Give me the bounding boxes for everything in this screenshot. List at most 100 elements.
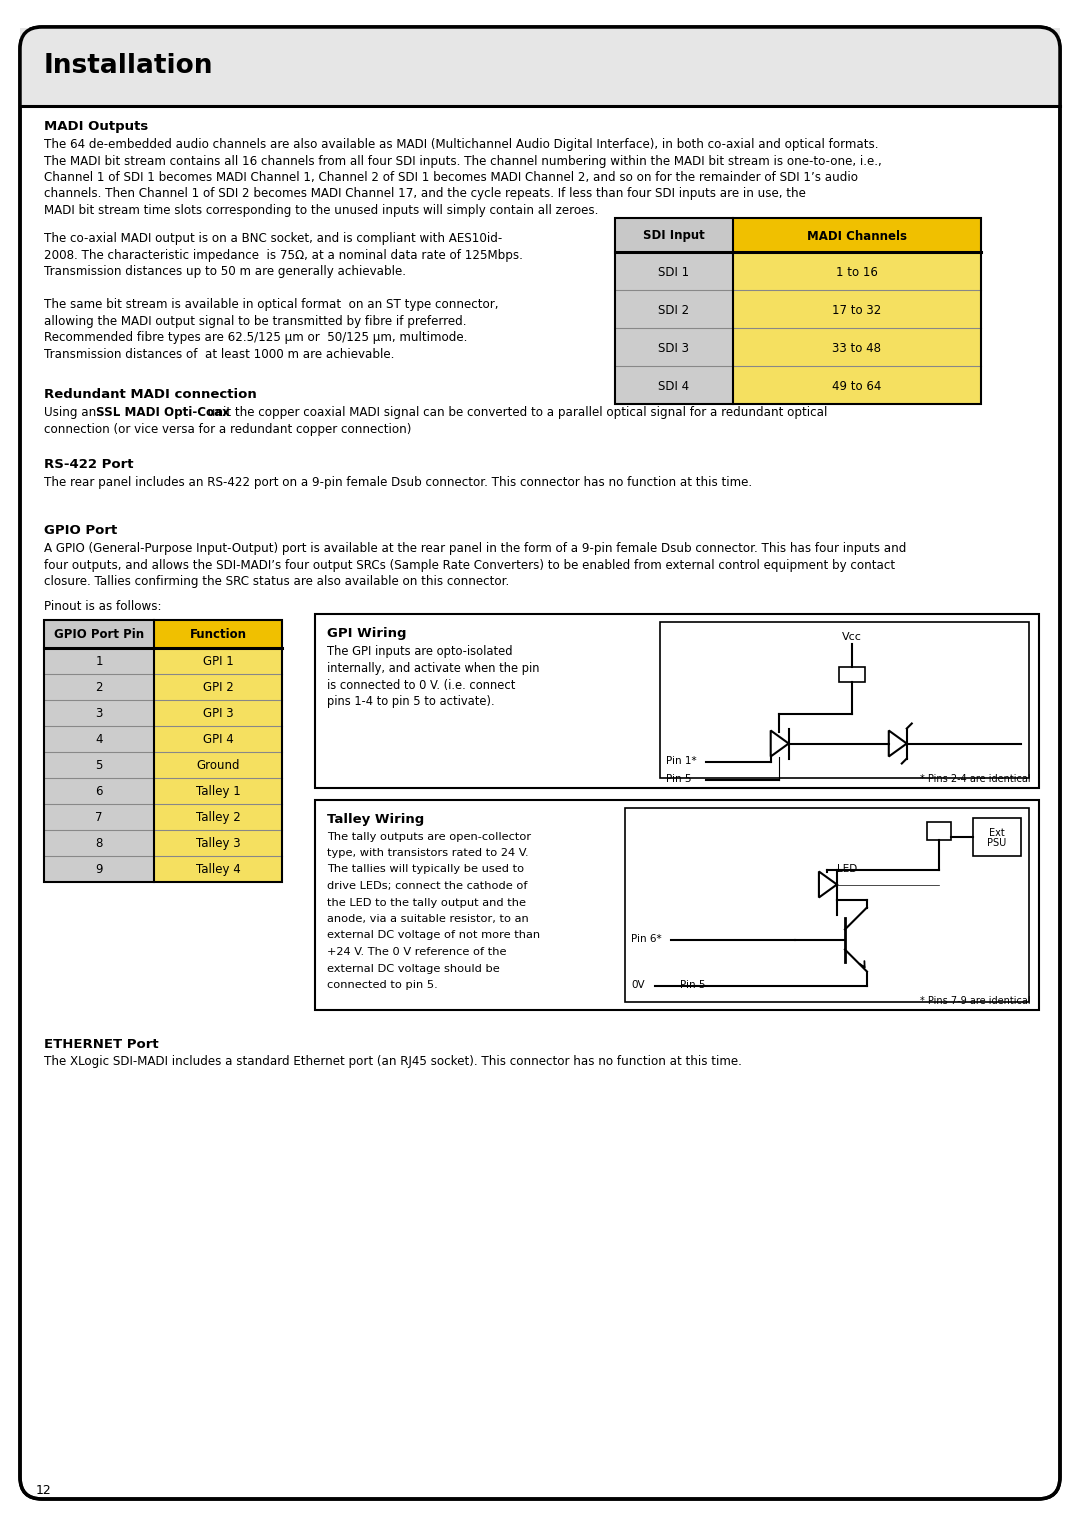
Bar	[44, 751, 154, 777]
Text: Ext: Ext	[989, 828, 1004, 837]
Text: connection (or vice versa for a redundant copper connection): connection (or vice versa for a redundan…	[44, 423, 411, 435]
Bar	[154, 647, 282, 673]
Bar	[154, 803, 282, 829]
Text: 4: 4	[95, 733, 103, 747]
Text: MADI bit stream time slots corresponding to the unused inputs will simply contai: MADI bit stream time slots corresponding…	[44, 205, 598, 217]
Text: MADI Channels: MADI Channels	[807, 229, 907, 243]
Text: drive LEDs; connect the cathode of: drive LEDs; connect the cathode of	[327, 881, 527, 890]
Bar	[154, 673, 282, 699]
Text: The tallies will typically be used to: The tallies will typically be used to	[327, 864, 524, 875]
Bar	[315, 800, 1039, 1009]
Text: The MADI bit stream contains all 16 channels from all four SDI inputs. The chann: The MADI bit stream contains all 16 chan…	[44, 154, 881, 168]
Text: The rear panel includes an RS-422 port on a 9-pin female Dsub connector. This co: The rear panel includes an RS-422 port o…	[44, 476, 752, 489]
Text: Ground: Ground	[197, 759, 240, 773]
Text: 3: 3	[95, 707, 103, 721]
Text: Using an: Using an	[44, 406, 100, 418]
Bar	[615, 252, 733, 290]
Text: type, with transistors rated to 24 V.: type, with transistors rated to 24 V.	[327, 847, 528, 858]
Text: Vcc: Vcc	[842, 632, 862, 641]
Text: Transmission distances of  at least 1000 m are achievable.: Transmission distances of at least 1000 …	[44, 348, 394, 360]
Text: Pin 5: Pin 5	[666, 774, 691, 785]
Text: The co-axial MADI output is on a BNC socket, and is compliant with AES10id-: The co-axial MADI output is on a BNC soc…	[44, 232, 502, 244]
Bar	[154, 751, 282, 777]
Text: 2: 2	[95, 681, 103, 693]
Text: The same bit stream is available in optical format  on an ST type connector,: The same bit stream is available in opti…	[44, 298, 499, 312]
Text: 7: 7	[95, 811, 103, 825]
Bar	[615, 290, 733, 328]
Text: GPIO Port Pin: GPIO Port Pin	[54, 628, 144, 641]
Text: the LED to the tally output and the: the LED to the tally output and the	[327, 898, 526, 907]
Bar	[154, 855, 282, 881]
Text: PSU: PSU	[987, 837, 1007, 847]
Text: +24 V. The 0 V reference of the: +24 V. The 0 V reference of the	[327, 947, 507, 957]
Text: * Pins 2-4 are identical: * Pins 2-4 are identical	[920, 774, 1031, 785]
Text: 12: 12	[36, 1484, 52, 1496]
Bar	[44, 699, 154, 725]
Bar	[154, 777, 282, 803]
Text: internally, and activate when the pin: internally, and activate when the pin	[327, 663, 540, 675]
Text: anode, via a suitable resistor, to an: anode, via a suitable resistor, to an	[327, 915, 529, 924]
Bar	[154, 725, 282, 751]
Bar	[839, 666, 865, 681]
Bar	[733, 290, 981, 328]
Bar	[315, 614, 1039, 788]
Text: 1: 1	[95, 655, 103, 667]
Text: ETHERNET Port: ETHERNET Port	[44, 1037, 159, 1051]
Text: 5: 5	[95, 759, 103, 773]
Text: A GPIO (General-Purpose Input-Output) port is available at the rear panel in the: A GPIO (General-Purpose Input-Output) po…	[44, 542, 906, 554]
Text: RS-422 Port: RS-422 Port	[44, 458, 134, 470]
Text: closure. Tallies confirming the SRC status are also available on this connector.: closure. Tallies confirming the SRC stat…	[44, 576, 510, 588]
Text: Talley 1: Talley 1	[195, 785, 241, 799]
Text: SDI Input: SDI Input	[643, 229, 705, 243]
Bar	[154, 620, 282, 647]
Text: allowing the MADI output signal to be transmitted by fibre if preferred.: allowing the MADI output signal to be tr…	[44, 315, 467, 327]
Text: The tally outputs are open-collector: The tally outputs are open-collector	[327, 832, 531, 841]
Bar	[154, 699, 282, 725]
Text: Recommended fibre types are 62.5/125 μm or  50/125 μm, multimode.: Recommended fibre types are 62.5/125 μm …	[44, 331, 468, 344]
Text: SSL MADI Opti-Coax: SSL MADI Opti-Coax	[96, 406, 230, 418]
Text: 9: 9	[95, 863, 103, 876]
Text: 8: 8	[95, 837, 103, 851]
Bar	[44, 777, 154, 803]
Text: The GPI inputs are opto-isolated: The GPI inputs are opto-isolated	[327, 646, 513, 658]
Bar	[733, 366, 981, 405]
Text: 0V: 0V	[631, 980, 645, 991]
Bar	[615, 366, 733, 405]
Text: unit the copper coaxial MADI signal can be converted to a parallel optical signa: unit the copper coaxial MADI signal can …	[204, 406, 827, 418]
Text: Pin 6*: Pin 6*	[631, 935, 662, 945]
Bar	[44, 620, 282, 881]
Text: connected to pin 5.: connected to pin 5.	[327, 980, 437, 989]
Text: LED: LED	[837, 864, 858, 875]
Bar	[733, 218, 981, 252]
Bar	[615, 218, 733, 252]
Text: GPI 4: GPI 4	[203, 733, 233, 747]
Bar	[973, 817, 1021, 855]
Bar	[44, 620, 154, 647]
Bar	[615, 218, 981, 405]
Bar	[625, 808, 1029, 1002]
Bar	[44, 855, 154, 881]
Text: channels. Then Channel 1 of SDI 2 becomes MADI Channel 17, and the cycle repeats: channels. Then Channel 1 of SDI 2 become…	[44, 188, 806, 200]
Text: external DC voltage of not more than: external DC voltage of not more than	[327, 930, 540, 941]
Text: The XLogic SDI-MADI includes a standard Ethernet port (an RJ45 socket). This con: The XLogic SDI-MADI includes a standard …	[44, 1055, 742, 1069]
Text: 1 to 16: 1 to 16	[836, 266, 878, 278]
Text: SDI 4: SDI 4	[659, 380, 689, 392]
Text: 49 to 64: 49 to 64	[833, 380, 881, 392]
Bar	[733, 252, 981, 290]
Text: SDI 3: SDI 3	[659, 342, 689, 354]
Bar	[733, 328, 981, 366]
Bar	[44, 803, 154, 829]
Text: GPI Wiring: GPI Wiring	[327, 628, 406, 640]
Text: Pinout is as follows:: Pinout is as follows:	[44, 600, 162, 612]
Text: Talley 3: Talley 3	[195, 837, 241, 851]
Bar	[154, 829, 282, 855]
Text: pins 1-4 to pin 5 to activate).: pins 1-4 to pin 5 to activate).	[327, 695, 495, 709]
Bar	[44, 673, 154, 699]
Text: The 64 de-embedded audio channels are also available as MADI (Multichannel Audio: The 64 de-embedded audio channels are al…	[44, 137, 878, 151]
FancyBboxPatch shape	[21, 27, 1059, 1500]
Text: 33 to 48: 33 to 48	[833, 342, 881, 354]
Text: GPI 1: GPI 1	[203, 655, 233, 667]
Text: 6: 6	[95, 785, 103, 799]
Text: GPI 3: GPI 3	[203, 707, 233, 721]
Text: 17 to 32: 17 to 32	[833, 304, 881, 316]
